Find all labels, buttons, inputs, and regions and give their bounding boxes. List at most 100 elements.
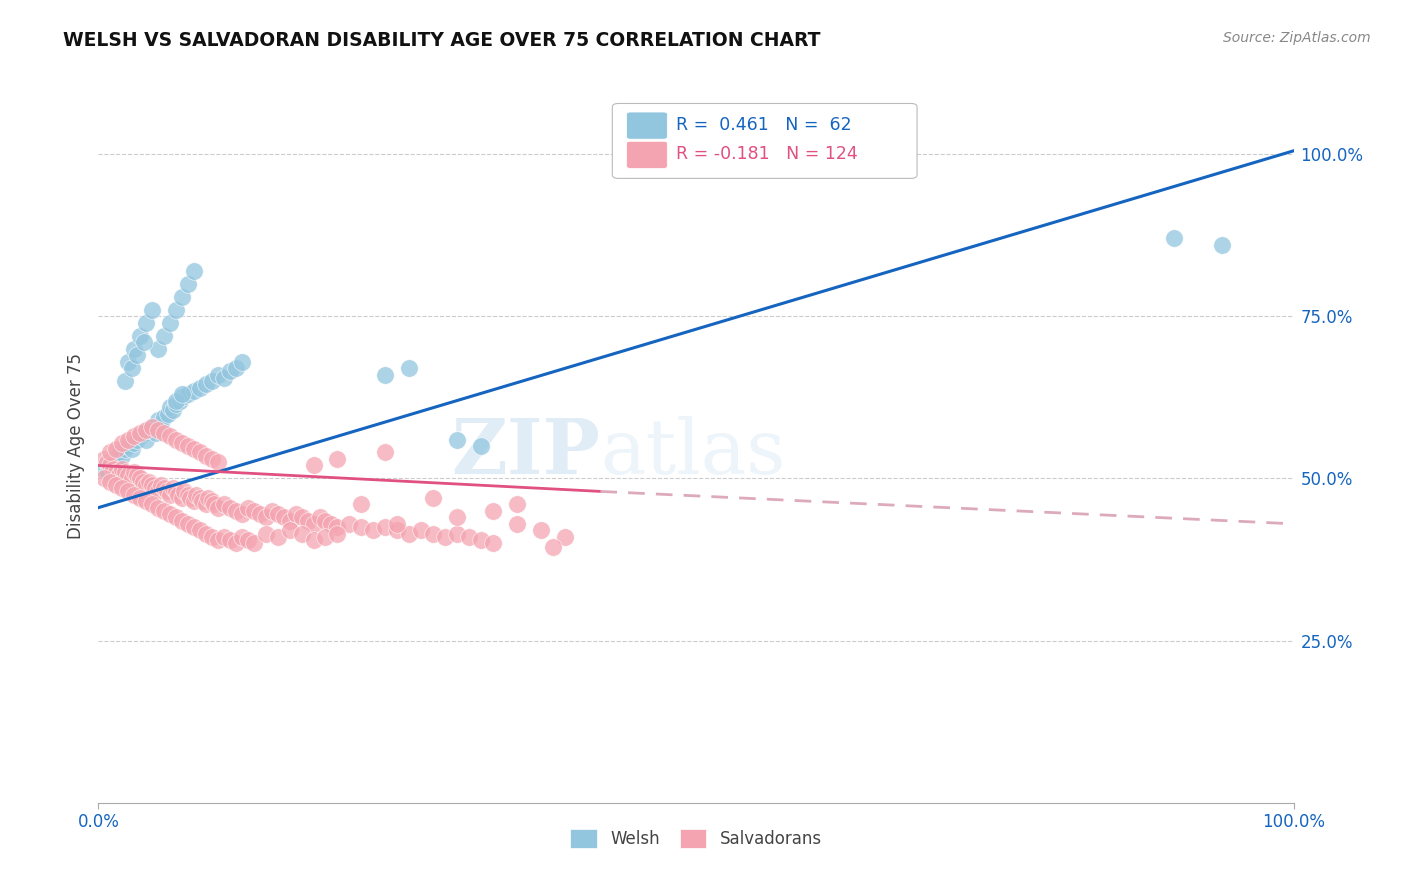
Point	[162, 403, 184, 417]
Point	[111, 435, 134, 450]
Point	[458, 530, 481, 544]
Point	[117, 484, 139, 499]
Point	[195, 526, 218, 541]
Point	[273, 510, 295, 524]
Point	[138, 475, 160, 489]
Point	[148, 500, 170, 515]
Point	[167, 488, 190, 502]
Point	[107, 468, 129, 483]
Point	[141, 497, 163, 511]
Text: Source: ZipAtlas.com: Source: ZipAtlas.com	[1223, 31, 1371, 45]
Point	[321, 516, 343, 531]
Point	[315, 530, 337, 544]
Point	[374, 368, 396, 382]
Y-axis label: Disability Age Over 75: Disability Age Over 75	[66, 353, 84, 539]
Point	[326, 452, 349, 467]
Point	[188, 524, 211, 538]
Point	[105, 465, 128, 479]
Point	[177, 439, 200, 453]
Point	[212, 497, 235, 511]
Point	[207, 533, 229, 547]
Point	[93, 471, 115, 485]
FancyBboxPatch shape	[613, 103, 917, 178]
Point	[153, 481, 176, 495]
Point	[374, 520, 396, 534]
Point	[117, 439, 139, 453]
Point	[302, 516, 325, 531]
Point	[156, 407, 179, 421]
Point	[183, 442, 205, 457]
Point	[243, 504, 266, 518]
Point	[385, 524, 409, 538]
Point	[114, 442, 136, 457]
Point	[138, 423, 160, 437]
Point	[132, 425, 155, 440]
Point	[385, 516, 409, 531]
Point	[315, 514, 337, 528]
Point	[141, 478, 163, 492]
Point	[153, 328, 176, 343]
Point	[446, 433, 468, 447]
Point	[169, 393, 191, 408]
Point	[398, 526, 420, 541]
Point	[197, 491, 219, 505]
Point	[125, 433, 148, 447]
Point	[188, 491, 211, 505]
Point	[121, 471, 143, 485]
Point	[231, 354, 253, 368]
Point	[350, 520, 373, 534]
Point	[308, 510, 330, 524]
Point	[172, 491, 194, 505]
Point	[173, 484, 195, 499]
Point	[129, 429, 152, 443]
Point	[302, 458, 325, 473]
Point	[267, 530, 290, 544]
Point	[254, 510, 277, 524]
Point	[202, 497, 225, 511]
Legend: Welsh, Salvadorans: Welsh, Salvadorans	[564, 822, 828, 855]
Point	[530, 524, 553, 538]
Point	[141, 302, 163, 317]
Point	[105, 442, 128, 457]
Point	[188, 381, 211, 395]
Point	[114, 374, 136, 388]
Point	[135, 316, 157, 330]
Point	[191, 494, 214, 508]
Point	[201, 452, 224, 467]
Point	[108, 445, 131, 459]
Point	[183, 520, 205, 534]
Point	[117, 433, 139, 447]
Point	[434, 530, 457, 544]
Point	[98, 458, 122, 473]
Point	[195, 377, 218, 392]
Point	[172, 435, 194, 450]
Point	[159, 429, 181, 443]
Point	[165, 302, 187, 317]
Point	[398, 361, 420, 376]
Point	[207, 368, 229, 382]
Point	[165, 393, 187, 408]
Point	[481, 536, 505, 550]
Point	[129, 425, 152, 440]
Text: WELSH VS SALVADORAN DISABILITY AGE OVER 75 CORRELATION CHART: WELSH VS SALVADORAN DISABILITY AGE OVER …	[63, 31, 821, 50]
Point	[422, 491, 444, 505]
Point	[284, 507, 307, 521]
Point	[111, 461, 134, 475]
Point	[105, 478, 128, 492]
Point	[186, 488, 208, 502]
Point	[1163, 231, 1185, 245]
Text: ZIP: ZIP	[451, 417, 600, 490]
Point	[111, 481, 134, 495]
Point	[236, 500, 259, 515]
Point	[165, 510, 187, 524]
Point	[470, 439, 492, 453]
Point	[291, 510, 314, 524]
Point	[339, 516, 361, 531]
Point	[1211, 238, 1233, 252]
Point	[350, 497, 373, 511]
Point	[219, 500, 242, 515]
Point	[135, 423, 157, 437]
Point	[165, 484, 187, 499]
Point	[172, 290, 194, 304]
Point	[124, 465, 146, 479]
